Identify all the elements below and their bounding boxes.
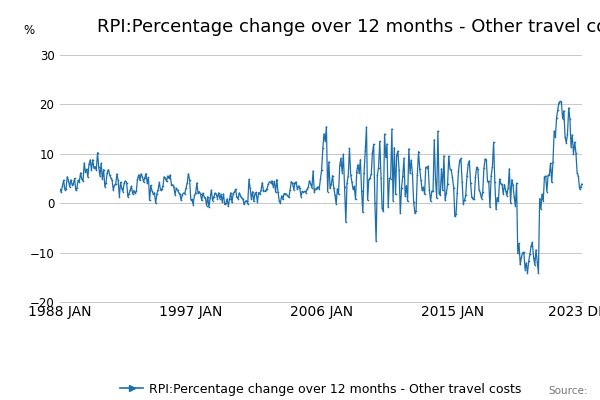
Text: %: %	[23, 24, 35, 37]
Legend: RPI:Percentage change over 12 months - Other travel costs: RPI:Percentage change over 12 months - O…	[115, 378, 527, 400]
Text: RPI:Percentage change over 12 months - Other travel costs: RPI:Percentage change over 12 months - O…	[97, 18, 600, 36]
Text: Source:: Source:	[548, 386, 588, 396]
